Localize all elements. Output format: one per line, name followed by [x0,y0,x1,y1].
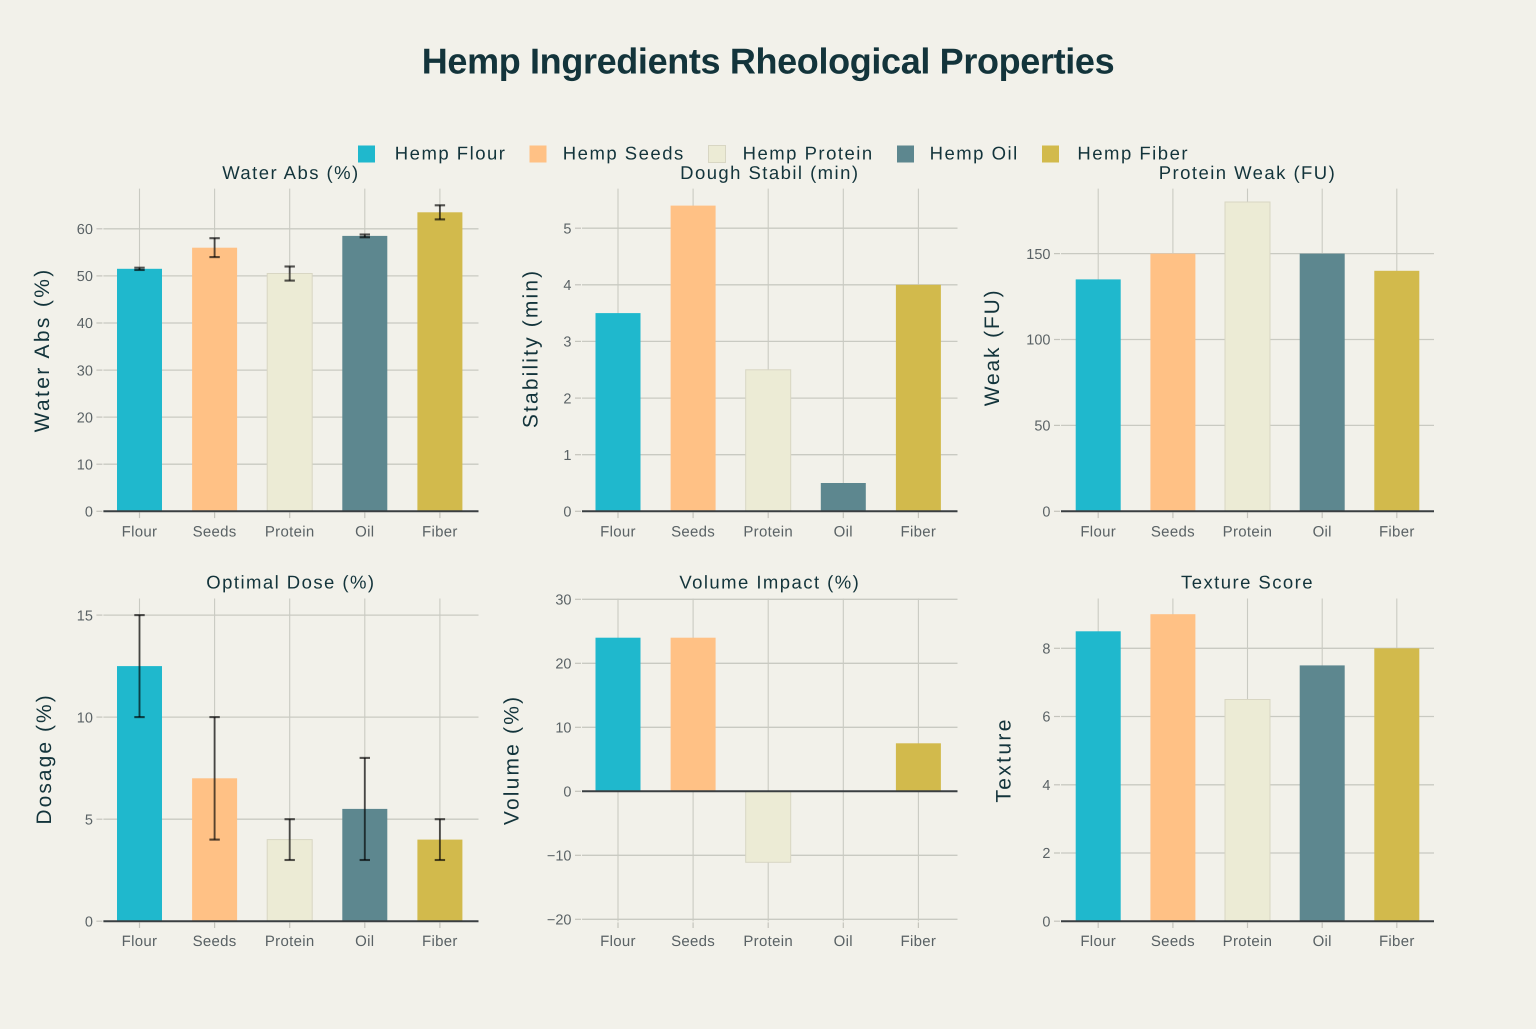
svg-text:Seeds: Seeds [193,523,237,540]
svg-text:Seeds: Seeds [193,933,237,950]
svg-text:Protein: Protein [265,523,315,540]
svg-text:−10: −10 [547,849,572,865]
svg-text:Hemp Fiber: Hemp Fiber [1077,143,1189,164]
svg-text:4: 4 [1042,778,1050,794]
svg-text:50: 50 [1034,419,1050,435]
svg-text:10: 10 [77,457,93,473]
svg-text:Hemp Ingredients Rheological P: Hemp Ingredients Rheological Properties [422,41,1115,82]
svg-text:4: 4 [563,278,571,294]
svg-text:2: 2 [563,391,571,407]
svg-text:Water Abs (%): Water Abs (%) [31,267,54,432]
svg-text:Fiber: Fiber [901,933,937,950]
svg-text:30: 30 [555,593,571,609]
svg-text:Flour: Flour [122,523,158,540]
svg-text:Protein: Protein [1223,523,1273,540]
svg-text:5: 5 [563,221,571,237]
svg-text:Seeds: Seeds [671,523,715,540]
svg-text:Hemp Seeds: Hemp Seeds [563,143,685,164]
svg-text:20: 20 [555,657,571,673]
svg-text:10: 10 [555,721,571,737]
svg-text:3: 3 [563,335,571,351]
svg-text:Protein: Protein [743,523,793,540]
svg-text:Water Abs (%): Water Abs (%) [222,162,359,183]
svg-text:0: 0 [563,505,571,521]
svg-text:Oil: Oil [355,933,374,950]
svg-text:Hemp Oil: Hemp Oil [930,143,1019,164]
svg-text:Hemp Flour: Hemp Flour [395,143,507,164]
svg-text:30: 30 [77,363,93,379]
svg-text:Protein Weak (FU): Protein Weak (FU) [1159,162,1336,183]
svg-text:150: 150 [1026,247,1050,263]
svg-text:50: 50 [77,269,93,285]
svg-text:Volume (%): Volume (%) [500,695,523,825]
svg-text:0: 0 [1042,914,1050,930]
svg-text:Protein: Protein [1223,933,1273,950]
svg-text:40: 40 [77,316,93,332]
svg-text:Fiber: Fiber [1379,933,1415,950]
svg-text:Texture: Texture [993,717,1016,802]
svg-text:2: 2 [1042,846,1050,862]
svg-text:Oil: Oil [1313,933,1332,950]
svg-text:Weak (FU): Weak (FU) [981,289,1004,407]
svg-text:Flour: Flour [1080,523,1116,540]
svg-text:Oil: Oil [834,523,853,540]
svg-text:10: 10 [77,710,93,726]
svg-text:0: 0 [85,914,93,930]
svg-text:15: 15 [77,608,93,624]
svg-text:Oil: Oil [1313,523,1332,540]
svg-text:Flour: Flour [1080,933,1116,950]
svg-text:Flour: Flour [122,933,158,950]
svg-text:6: 6 [1042,710,1050,726]
svg-text:Dosage (%): Dosage (%) [33,693,56,824]
svg-text:Flour: Flour [600,523,636,540]
svg-text:Flour: Flour [600,933,636,950]
svg-text:Texture Score: Texture Score [1181,572,1314,593]
svg-text:Seeds: Seeds [671,933,715,950]
svg-text:100: 100 [1026,333,1050,349]
svg-text:Oil: Oil [355,523,374,540]
svg-text:Seeds: Seeds [1151,933,1195,950]
svg-text:0: 0 [563,785,571,801]
svg-text:Fiber: Fiber [1379,523,1415,540]
svg-text:−20: −20 [547,913,572,929]
svg-text:Hemp Protein: Hemp Protein [743,143,874,164]
svg-text:8: 8 [1042,642,1050,658]
svg-text:20: 20 [77,410,93,426]
svg-text:Fiber: Fiber [422,933,458,950]
svg-text:0: 0 [85,505,93,521]
svg-text:5: 5 [85,812,93,828]
svg-text:Volume Impact (%): Volume Impact (%) [679,572,860,593]
svg-text:Fiber: Fiber [422,523,458,540]
svg-text:Stability (min): Stability (min) [520,269,543,428]
svg-text:Seeds: Seeds [1151,523,1195,540]
svg-text:Fiber: Fiber [901,523,937,540]
svg-text:Dough Stabil (min): Dough Stabil (min) [680,162,859,183]
svg-text:60: 60 [77,222,93,238]
svg-text:Protein: Protein [265,933,315,950]
svg-text:Optimal Dose (%): Optimal Dose (%) [206,572,375,593]
svg-text:1: 1 [563,448,571,464]
svg-text:Protein: Protein [743,933,793,950]
svg-text:Oil: Oil [834,933,853,950]
svg-text:0: 0 [1042,505,1050,521]
